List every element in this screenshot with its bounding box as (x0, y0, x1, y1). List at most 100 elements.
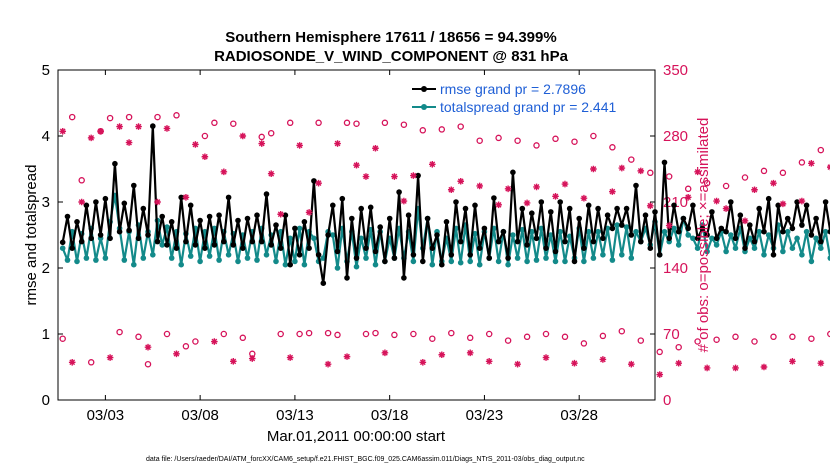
obs-possible-marker (448, 329, 455, 337)
totalspread-point (633, 228, 639, 235)
obs-assimilated-marker (362, 173, 370, 180)
rmse-point (410, 252, 417, 258)
rmse-point (742, 245, 748, 251)
obs-possible-marker (485, 330, 493, 338)
totalspread-point (761, 252, 767, 258)
chart-title-line1: Southern Hemisphere 17611 / 18656 = 94.3… (225, 29, 556, 46)
obs-possible-marker (286, 119, 294, 127)
obs-assimilated-marker (125, 139, 133, 146)
x-tick-label: 03/18 (371, 407, 409, 424)
obs-possible-marker (362, 330, 370, 338)
rmse-point (320, 280, 327, 287)
obs-possible-marker (267, 129, 275, 137)
obs-assimilated-marker (713, 197, 720, 205)
obs-possible-marker (163, 330, 171, 338)
rmse-point (306, 245, 312, 251)
obs-assimilated-marker (628, 360, 635, 368)
totalspread-point (723, 248, 729, 255)
obs-assimilated-marker (580, 194, 588, 202)
rmse-point (439, 261, 445, 268)
rmse-point (709, 209, 715, 215)
rmse-point (287, 261, 294, 268)
obs-possible-marker (78, 177, 85, 184)
rmse-point (690, 202, 696, 209)
totalspread-point (709, 235, 715, 242)
x-axis-label: Mar.01,2011 00:00:00 start (267, 428, 446, 445)
obs-possible-marker (571, 138, 578, 145)
totalspread-point (301, 261, 308, 268)
rmse-point (548, 209, 554, 215)
obs-assimilated-marker (296, 142, 303, 149)
obs-possible-marker (798, 159, 806, 166)
obs-assimilated-marker (78, 198, 85, 206)
obs-assimilated-marker (116, 123, 123, 130)
rmse-point (183, 238, 189, 245)
rmse-point (486, 255, 493, 261)
totalspread-point (363, 255, 369, 261)
obs-assimilated-marker (192, 141, 199, 148)
rmse-point (443, 219, 450, 225)
rmse-point (386, 215, 393, 222)
rmse-point (756, 205, 762, 212)
obs-assimilated-marker (248, 355, 256, 362)
obs-possible-marker (324, 329, 332, 337)
rmse-point (334, 248, 341, 255)
rmse-point (784, 215, 791, 222)
y-left-tick-label: 5 (42, 62, 50, 79)
obs-possible-marker (135, 333, 142, 341)
rmse-point (675, 228, 682, 235)
obs-possible-marker (372, 329, 379, 337)
rmse-point (751, 238, 758, 245)
rmse-point (254, 212, 260, 218)
totalspread-point (121, 257, 128, 263)
rmse-point (311, 178, 317, 184)
obs-possible-marker (391, 331, 398, 339)
totalspread-point (808, 258, 815, 265)
totalspread-point (543, 255, 549, 261)
obs-possible-marker (656, 348, 663, 356)
rmse-point (623, 205, 630, 212)
rmse-point (543, 245, 549, 251)
obs-assimilated-marker (609, 188, 616, 195)
rmse-point (619, 222, 625, 228)
rmse-point (827, 228, 830, 235)
totalspread-point (557, 228, 563, 235)
totalspread-point (533, 257, 540, 263)
obs-assimilated-marker (665, 222, 673, 229)
totalspread-point (159, 242, 165, 248)
totalspread-point (780, 248, 786, 255)
totalspread-point (216, 257, 222, 263)
totalspread-point (713, 242, 720, 248)
totalspread-point (514, 255, 521, 261)
totalspread-point (581, 258, 587, 265)
obs-assimilated-marker (391, 173, 398, 180)
obs-possible-marker (675, 343, 682, 351)
rmse-point (78, 238, 85, 245)
obs-possible-marker (514, 137, 521, 144)
totalspread-point (197, 258, 203, 265)
rmse-point (581, 245, 587, 251)
obs-possible-marker (694, 338, 701, 345)
rmse-point (794, 199, 800, 205)
totalspread-point (74, 258, 80, 265)
totalspread-point (529, 228, 535, 235)
rmse-point (164, 242, 170, 248)
obs-possible-marker (277, 330, 284, 338)
obs-assimilated-marker (694, 168, 701, 176)
obs-possible-marker (789, 333, 796, 341)
totalspread-point (548, 232, 554, 238)
legend-spread-label: totalspread grand pr = 2.441 (440, 99, 617, 115)
totalspread-point (311, 235, 317, 242)
x-tick-label: 03/03 (87, 407, 125, 424)
obs-possible-marker (561, 333, 569, 341)
obs-assimilated-marker (590, 165, 597, 173)
obs-possible-marker (116, 328, 123, 336)
obs-assimilated-marker (571, 359, 578, 367)
rmse-point (225, 194, 232, 201)
rmse-point (187, 202, 194, 209)
obs-possible-marker (466, 334, 474, 342)
rmse-point (211, 242, 218, 248)
obs-assimilated-marker (703, 364, 711, 372)
obs-possible-marker (647, 169, 654, 177)
